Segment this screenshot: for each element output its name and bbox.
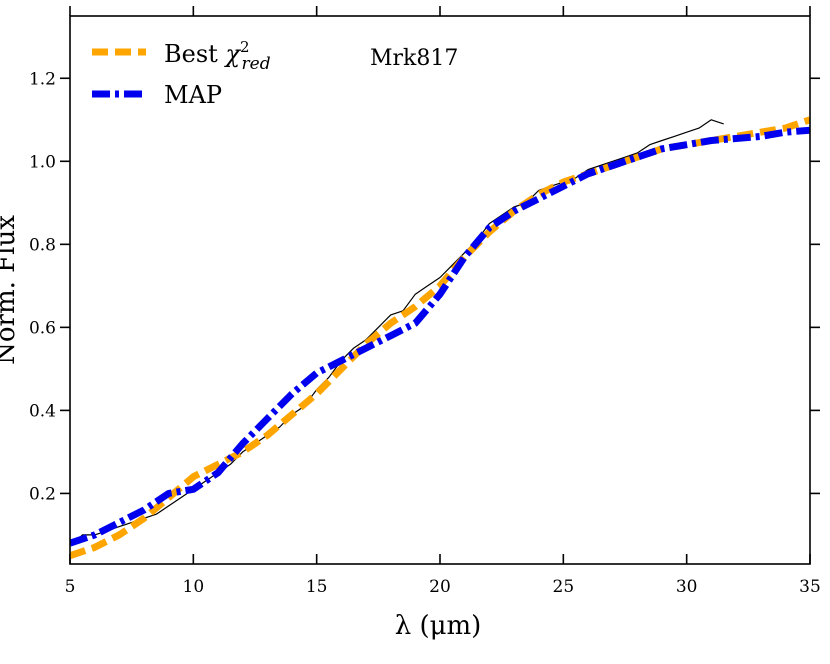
x-tick-label: 15 <box>306 577 328 597</box>
legend-best-superscript: 2 <box>240 38 250 56</box>
best-chi2-line <box>70 116 810 560</box>
x-tick-label: 10 <box>183 577 205 597</box>
x-tick-label: 30 <box>676 577 698 597</box>
x-tick-label: 35 <box>799 577 821 597</box>
y-tick-label: 1.2 <box>29 69 56 89</box>
tick-labels: 5 10 15 20 25 30 35 0.2 0.4 0.6 0.8 1.0 1.2 <box>29 69 821 597</box>
x-tick-label: 20 <box>429 577 451 597</box>
x-tick-label: 5 <box>65 577 76 597</box>
legend-best-prefix: Best <box>164 40 225 68</box>
x-tick-label: 25 <box>553 577 575 597</box>
legend-label-best: Best χ2 red <box>164 38 271 74</box>
legend-best-chi: χ <box>223 40 241 68</box>
y-tick-label: 0.4 <box>29 401 56 421</box>
y-tick-label: 1.0 <box>29 152 56 172</box>
map-line <box>70 126 810 547</box>
y-axis-label: Norm. Flux <box>0 215 21 365</box>
legend: Best χ2 red MAP <box>92 38 271 109</box>
y-tick-label: 0.8 <box>29 235 56 255</box>
y-tick-label: 0.2 <box>29 484 56 504</box>
x-axis-label: λ (μm) <box>395 611 482 641</box>
plot-lines <box>70 116 810 560</box>
legend-best-subscript: red <box>242 54 271 74</box>
legend-label-map: MAP <box>164 81 222 109</box>
plot-frame <box>69 15 811 565</box>
observed-spectrum-line <box>74 119 724 544</box>
annotation-label: Mrk817 <box>370 46 458 71</box>
y-tick-label: 0.6 <box>29 318 56 338</box>
